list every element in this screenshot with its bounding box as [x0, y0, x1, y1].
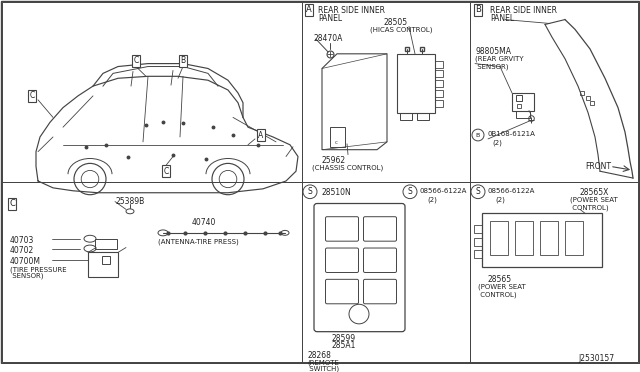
Bar: [88, 253, 118, 277]
Text: REAR SIDE INNER: REAR SIDE INNER: [318, 6, 385, 15]
Text: 40702: 40702: [10, 246, 35, 254]
Bar: [2, 182, 302, 362]
Text: 08566-6122A: 08566-6122A: [420, 188, 467, 194]
Bar: [470, 2, 638, 182]
Text: 28565: 28565: [488, 275, 512, 284]
Text: B: B: [476, 132, 480, 138]
Text: B: B: [180, 56, 186, 65]
Bar: [474, 238, 482, 246]
Text: J2530157: J2530157: [578, 354, 614, 363]
Bar: [435, 100, 443, 107]
Bar: [397, 54, 435, 112]
Bar: [302, 182, 470, 362]
Text: B: B: [475, 5, 481, 14]
Text: 08566-6122A: 08566-6122A: [488, 188, 536, 194]
Text: SENSOR): SENSOR): [10, 273, 44, 279]
Bar: [330, 127, 345, 147]
Text: S: S: [408, 187, 412, 196]
Text: REAR SIDE INNER: REAR SIDE INNER: [490, 6, 557, 15]
Text: S: S: [308, 187, 312, 196]
Text: (REAR GRVITY: (REAR GRVITY: [475, 56, 524, 62]
Text: 40700M: 40700M: [10, 257, 41, 266]
Text: (POWER SEAT: (POWER SEAT: [570, 197, 618, 203]
Text: 40703: 40703: [10, 236, 35, 245]
Text: (2): (2): [492, 140, 502, 147]
Text: 28470A: 28470A: [314, 34, 344, 43]
Text: (HICAS CONTROL): (HICAS CONTROL): [370, 26, 433, 33]
Text: CONTROL): CONTROL): [570, 205, 609, 211]
Bar: [565, 221, 583, 255]
Bar: [302, 2, 470, 182]
Text: C: C: [163, 167, 168, 176]
Text: FRONT: FRONT: [585, 163, 611, 171]
Text: 28268: 28268: [307, 351, 331, 360]
Text: 28565X: 28565X: [580, 188, 609, 197]
Bar: [400, 112, 412, 120]
Text: CONTROL): CONTROL): [478, 292, 516, 298]
Bar: [435, 90, 443, 97]
Text: (REMOTE: (REMOTE: [307, 359, 339, 366]
Bar: [95, 239, 117, 248]
Bar: [512, 93, 534, 110]
Bar: [482, 213, 602, 267]
Text: 25962: 25962: [322, 155, 346, 164]
Text: 285A1: 285A1: [332, 341, 356, 350]
Bar: [2, 2, 302, 182]
Text: 0B168-6121A: 0B168-6121A: [487, 131, 535, 137]
Text: SWITCH): SWITCH): [307, 366, 339, 372]
Text: 25389B: 25389B: [115, 197, 144, 206]
Text: (2): (2): [495, 197, 505, 203]
Bar: [435, 80, 443, 87]
Bar: [474, 250, 482, 258]
Text: S: S: [476, 187, 481, 196]
Text: (CHASSIS CONTROL): (CHASSIS CONTROL): [312, 164, 383, 171]
Text: PANEL: PANEL: [318, 14, 342, 23]
Bar: [490, 221, 508, 255]
Text: PANEL: PANEL: [490, 14, 514, 23]
Bar: [435, 70, 443, 77]
Bar: [470, 182, 638, 362]
Text: A: A: [306, 5, 312, 14]
Text: SENSOR): SENSOR): [475, 64, 509, 70]
Text: 28599: 28599: [332, 334, 356, 343]
Text: 40740: 40740: [192, 218, 216, 227]
Text: C: C: [9, 199, 15, 208]
Bar: [435, 61, 443, 67]
Text: C: C: [29, 92, 35, 100]
Text: (2): (2): [427, 197, 437, 203]
Text: A: A: [259, 131, 264, 140]
Text: C: C: [133, 56, 139, 65]
Text: (ANTENNA-TIRE PRESS): (ANTENNA-TIRE PRESS): [158, 239, 239, 245]
Bar: [516, 110, 530, 118]
Text: 28510N: 28510N: [322, 188, 352, 197]
Text: (TIRE PRESSURE: (TIRE PRESSURE: [10, 266, 67, 273]
Text: 28505: 28505: [384, 17, 408, 27]
Bar: [474, 225, 482, 233]
Text: (POWER SEAT: (POWER SEAT: [478, 284, 525, 290]
Text: c: c: [335, 140, 338, 145]
Text: 98805MA: 98805MA: [475, 47, 511, 56]
Bar: [417, 112, 429, 120]
Bar: [515, 221, 533, 255]
Bar: [540, 221, 558, 255]
